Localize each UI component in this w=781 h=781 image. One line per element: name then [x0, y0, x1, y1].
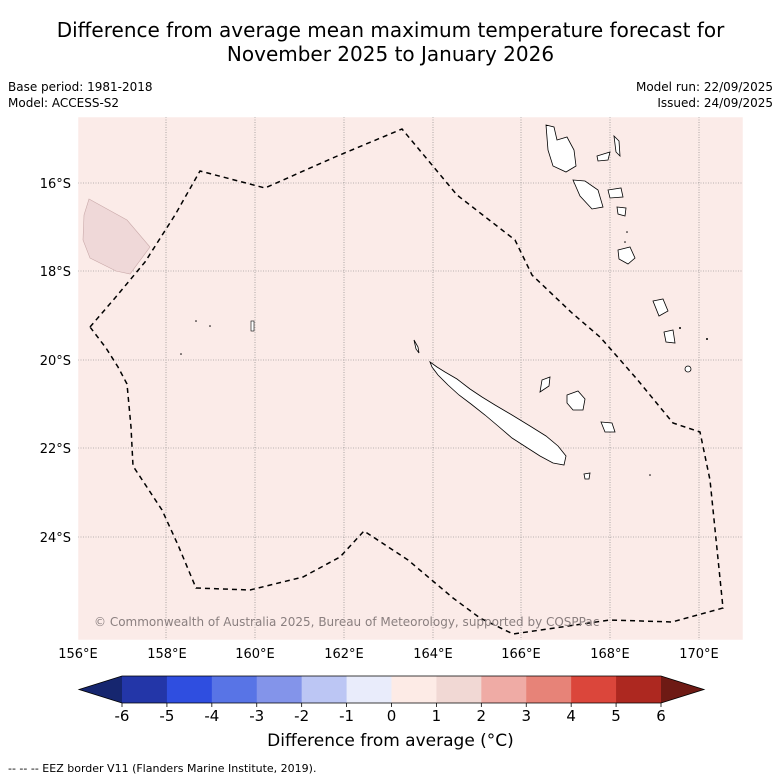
longitude-labels: 156°E 158°E 160°E 162°E 164°E 166°E 168°… — [58, 647, 719, 662]
colorbar-tick-label: -1 — [339, 707, 354, 725]
maewo-island — [613, 134, 621, 158]
islet — [626, 231, 628, 233]
aneityum-island — [684, 365, 692, 373]
islet — [180, 353, 182, 355]
ambae-island — [596, 151, 611, 162]
colorbar-tick-label: 3 — [521, 707, 531, 725]
islet — [250, 320, 255, 332]
model-name: Model: ACCESS-S2 — [8, 96, 120, 110]
colorbar-segment — [301, 676, 348, 703]
colorbar-segment — [481, 676, 527, 703]
colorbar-segment — [346, 676, 392, 703]
islet — [679, 327, 681, 329]
tanna-island — [663, 329, 676, 344]
lon-label: 166°E — [501, 647, 541, 662]
lon-label: 164°E — [413, 647, 453, 662]
ouvea-island — [539, 376, 551, 393]
chart-title: Difference from average mean maximum tem… — [0, 18, 781, 66]
lon-label: 158°E — [147, 647, 187, 662]
title-line-1: Difference from average mean maximum tem… — [56, 18, 725, 42]
map-background — [78, 117, 743, 640]
colorbar-tick-label: -3 — [249, 707, 264, 725]
erromango-island — [652, 298, 669, 317]
colorbar-segment — [436, 676, 482, 703]
espiritu-santo-island — [545, 124, 577, 173]
colorbar-segment — [166, 676, 213, 703]
islet — [195, 320, 197, 322]
latitude-labels: 16°S 18°S 20°S 22°S 24°S — [40, 177, 71, 546]
mare-island — [600, 421, 616, 433]
lat-label: 22°S — [40, 442, 71, 457]
lat-label: 20°S — [40, 354, 71, 369]
islet — [624, 241, 626, 243]
colorbar-ticks: -6 -5 -4 -3 -2 -1 0 1 2 3 4 5 6 — [115, 707, 666, 725]
colorbar-tick-label: -2 — [294, 707, 309, 725]
islet — [649, 474, 651, 476]
islet — [209, 325, 211, 327]
isle-of-pines — [583, 472, 591, 480]
colorbar-high-extend — [661, 676, 704, 703]
colorbar-label: Difference from average (°C) — [267, 731, 514, 751]
lat-label: 16°S — [40, 177, 71, 192]
efate-island — [617, 246, 636, 265]
colorbar-segment — [571, 676, 617, 703]
base-period: Base period: 1981-2018 — [8, 80, 153, 94]
lon-label: 168°E — [590, 647, 630, 662]
epi-island — [616, 206, 627, 217]
colorbar-tick-label: 1 — [432, 707, 442, 725]
lat-label: 24°S — [40, 531, 71, 546]
eez-footnote: -- -- -- EEZ border V11 (Flanders Marine… — [8, 762, 317, 775]
colorbar-tick-label: 6 — [656, 707, 666, 725]
eez-border — [89, 128, 724, 635]
colorbar-tick-label: -4 — [204, 707, 219, 725]
lat-label: 18°S — [40, 265, 71, 280]
map-frame — [77, 116, 744, 641]
colorbar-tick-label: 5 — [611, 707, 621, 725]
lon-label: 170°E — [679, 647, 719, 662]
ambrym-island — [607, 187, 624, 199]
shaded-anomaly-patch — [82, 198, 151, 275]
colorbar-segment — [526, 676, 572, 703]
colorbar-segment — [616, 676, 662, 703]
islet — [706, 338, 708, 340]
malekula-island — [572, 179, 604, 210]
lifou-island — [566, 390, 586, 411]
lon-label: 162°E — [324, 647, 364, 662]
copyright-text: © Commonwealth of Australia 2025, Bureau… — [94, 615, 599, 629]
colorbar-tick-label: 2 — [477, 707, 487, 725]
meta-right: Model run: 22/09/2025 Issued: 24/09/2025 — [636, 79, 773, 111]
lon-label: 160°E — [235, 647, 275, 662]
new-caledonia-island — [429, 360, 567, 466]
colorbar-segment — [391, 676, 437, 703]
meta-left: Base period: 1981-2018 Model: ACCESS-S2 — [8, 79, 153, 111]
lon-label: 156°E — [58, 647, 98, 662]
colorbar-tick-label: -5 — [159, 707, 174, 725]
model-run: Model run: 22/09/2025 — [635, 80, 773, 94]
colorbar-low-extend — [79, 676, 122, 703]
colorbar-segment — [211, 676, 258, 703]
colorbar-tick-label: -6 — [115, 707, 130, 725]
title-line-2: November 2025 to January 2026 — [226, 42, 555, 66]
colorbar-segment — [256, 676, 303, 703]
colorbar — [77, 675, 706, 707]
gridlines — [78, 117, 743, 640]
colorbar-tick-label: 0 — [387, 707, 397, 725]
belep-island — [413, 339, 420, 354]
colorbar-segment — [122, 676, 168, 703]
issued-date: Issued: 24/09/2025 — [657, 96, 773, 110]
colorbar-tick-label: 4 — [566, 707, 576, 725]
